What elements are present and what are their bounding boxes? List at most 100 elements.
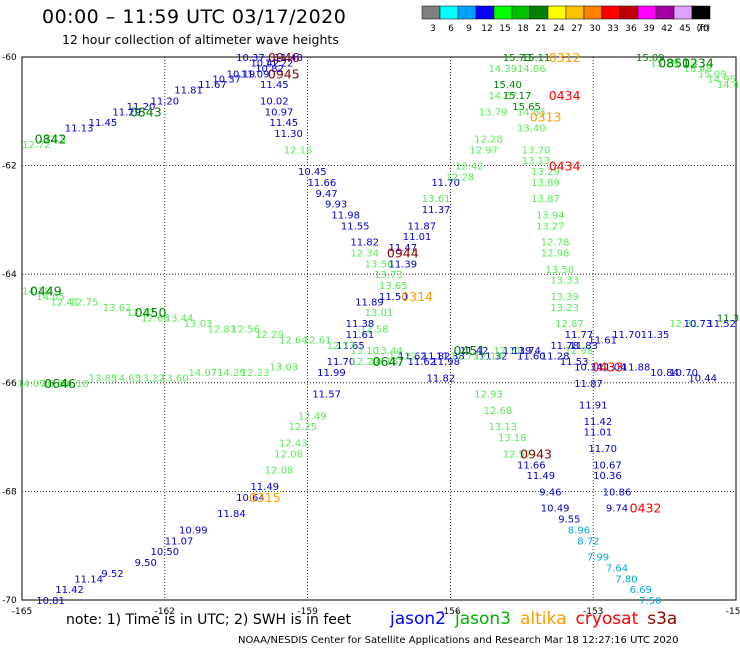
- wave-height-point: 12.29: [255, 330, 284, 341]
- scale-label: 70: [697, 24, 709, 33]
- wave-height-point: 9.93: [325, 200, 347, 211]
- pass-time-label: 0647: [373, 354, 405, 369]
- wave-height-point: 10.97: [265, 107, 294, 118]
- wave-height-point: 12.23: [241, 368, 270, 379]
- wave-height-point: 10.42: [250, 58, 279, 69]
- wave-height-point: 10.44: [688, 373, 717, 384]
- wave-height-point: 11.98: [431, 357, 460, 368]
- wave-height-point: 11.42: [55, 585, 84, 596]
- wave-height-point: 15.09: [698, 69, 727, 80]
- wave-height-point: 12.5: [44, 134, 66, 145]
- wave-height-point: 11.45: [260, 80, 289, 91]
- wave-height-point: 9.50: [135, 558, 157, 569]
- wave-height-point: 11.60: [517, 352, 546, 363]
- wave-height-point: 6.69: [630, 585, 652, 596]
- wave-height-point: 14.05: [36, 292, 65, 303]
- wave-height-point: 12.08: [265, 466, 294, 477]
- wave-height-point: 12.71: [493, 346, 522, 357]
- wave-height-point: 12.08: [274, 449, 303, 460]
- page-subtitle: 12 hour collection of altimeter wave hei…: [62, 32, 339, 47]
- pass-time-label: 0434: [549, 159, 581, 174]
- y-tick-label: -70: [2, 596, 17, 606]
- scale-label: 18: [517, 24, 529, 33]
- wave-height-point: 11.62: [408, 357, 437, 368]
- wave-height-point: 13.01: [365, 308, 394, 319]
- wave-height-point: 12.12: [127, 308, 156, 319]
- plot-frame: [21, 56, 737, 601]
- wave-height-point: 14.65: [112, 373, 141, 384]
- legend-item-jason3: jason3: [455, 609, 511, 629]
- pass-time-label: 0313: [530, 110, 562, 125]
- scale-label: 9: [466, 24, 472, 33]
- wave-height-point: 11.89: [355, 297, 384, 308]
- pass-time-label: 0234: [682, 55, 714, 70]
- scale-label: 12: [481, 24, 492, 33]
- color-scale-legend: 3 6 9 12 15 18 21 24 27 30 33 36 39 42 45 70(ft): [421, 5, 711, 33]
- wave-height-point: 11.50: [379, 292, 408, 303]
- scale-label: 45: [679, 24, 690, 33]
- wave-height-point: 11.70: [431, 178, 460, 189]
- wave-height-point: 13.03: [269, 363, 298, 374]
- wave-height-point: 10.36: [593, 471, 622, 482]
- wave-height-point: 11.30: [717, 314, 740, 325]
- wave-height-point: 10.37: [236, 53, 265, 64]
- wave-height-point: 10.49: [541, 504, 570, 515]
- wave-height-point: 11.67: [198, 80, 227, 91]
- pass-time-label: 0451: [454, 343, 486, 358]
- wave-height-point: 12.93: [474, 390, 503, 401]
- wave-height-point: 13.50: [546, 265, 575, 276]
- wave-height-point: 14.18: [60, 379, 89, 390]
- wave-height-point: 12.41: [51, 297, 80, 308]
- wave-height-point: 11.91: [579, 401, 608, 412]
- wave-height-point: 11.99: [317, 368, 346, 379]
- wave-height-point: 12.28: [474, 134, 503, 145]
- pass-time-label: 0943: [520, 446, 552, 461]
- wave-height-point: 11.71: [450, 352, 479, 363]
- wave-height-point: 11.42: [460, 346, 489, 357]
- wave-height-point: 9.47: [316, 189, 338, 200]
- pass-time-label: 0851: [658, 55, 690, 70]
- wave-height-point: 14.07: [17, 379, 46, 390]
- pass-time-label: 0314: [401, 289, 433, 304]
- pass-time-label: 0450: [135, 305, 167, 320]
- scale-label: 24: [553, 24, 565, 33]
- wave-height-point: 11.87: [574, 379, 603, 390]
- wave-height-point: 13.18: [498, 433, 527, 444]
- satellite-legend: jason2 jason3 altika cryosat s3a: [390, 609, 686, 629]
- legend-item-jason2: jason2: [390, 609, 446, 629]
- wave-height-point: 12.66: [141, 314, 170, 325]
- wave-height-point: 11.61: [346, 330, 375, 341]
- wave-height-point: 11.07: [165, 536, 194, 547]
- wave-height-point: 15.17: [503, 91, 532, 102]
- wave-height-point: 7.64: [606, 563, 628, 574]
- wave-height-point: 11.29: [112, 107, 141, 118]
- wave-height-point: 11.14: [74, 574, 103, 585]
- wave-height-point: 12.58: [360, 325, 389, 336]
- pass-time-label: 0433: [592, 360, 624, 375]
- wave-height-point: 12.57: [503, 449, 532, 460]
- wave-height-point: 13.56: [365, 259, 394, 270]
- wave-height-point: 14.18: [22, 286, 51, 297]
- pass-time-label: 0945: [268, 66, 300, 81]
- wave-height-point: 12.34: [350, 248, 379, 259]
- pass-time-label: 0842: [35, 131, 67, 146]
- wave-height-point: 11.20: [127, 102, 156, 113]
- legend-item-altika: altika: [520, 609, 567, 629]
- wave-height-point: 14.43: [717, 80, 740, 91]
- y-tick-label: -62: [2, 162, 17, 172]
- wave-height-point: 13.33: [550, 276, 579, 287]
- x-tick-label: -156: [440, 607, 461, 617]
- wave-height-point: 12.98: [565, 346, 594, 357]
- wave-height-point: 11.84: [217, 509, 246, 520]
- wave-height-point: 14.53: [517, 107, 546, 118]
- wave-height-point: 11.01: [403, 232, 432, 243]
- wave-height-point: 14.07: [189, 368, 218, 379]
- wave-height-point: 11.70: [612, 330, 641, 341]
- wave-height-point: 14.39: [488, 64, 517, 75]
- wave-height-point: 11.47: [388, 243, 417, 254]
- wave-height-point: 7.50: [639, 596, 661, 607]
- pass-time-label: 0843: [130, 104, 162, 119]
- wave-height-point: 12.43: [279, 439, 308, 450]
- x-tick-label: -150: [726, 607, 740, 617]
- wave-height-point: 15.40: [493, 80, 522, 91]
